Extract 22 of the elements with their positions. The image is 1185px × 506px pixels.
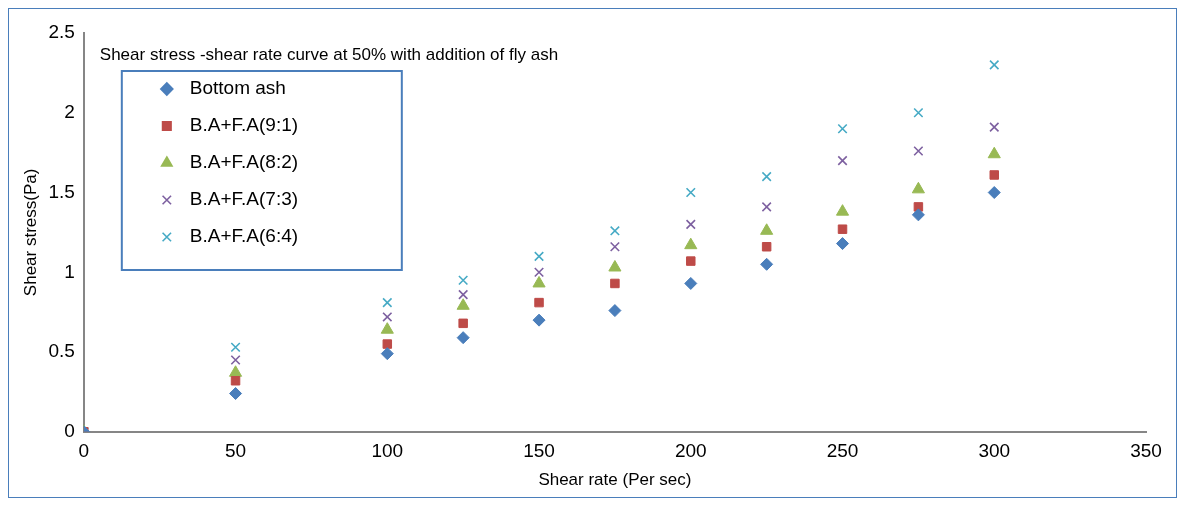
y-tick-label: 1.5 bbox=[48, 180, 75, 202]
y-tick-label: 1 bbox=[64, 260, 75, 282]
y-tick-label: 0.5 bbox=[48, 340, 75, 362]
legend-label: B.A+F.A(7:3) bbox=[189, 188, 299, 210]
legend-label: Bottom ash bbox=[189, 77, 286, 99]
x-axis-title: Shear rate (Per sec) bbox=[538, 470, 692, 490]
text: Shear stress -shear rate curve at 50% with addition of fly ash bbox=[99, 44, 559, 64]
legend-label: B.A+F.A(8:2) bbox=[189, 151, 299, 173]
x-tick-label: 300 bbox=[978, 440, 1011, 462]
x-tick-label: 150 bbox=[523, 440, 555, 462]
x-tick-label: 50 bbox=[224, 440, 247, 462]
x-tick-label: 0 bbox=[78, 440, 90, 462]
x-tick-label: 200 bbox=[674, 440, 707, 462]
legend-label: B.A+F.A(6:4) bbox=[189, 225, 299, 247]
legend-label: B.A+F.A(9:1) bbox=[189, 114, 299, 136]
y-axis-title: Shear stress(Pa) bbox=[20, 168, 40, 297]
y-tick-label: 2.5 bbox=[48, 21, 75, 43]
x-tick-label: 100 bbox=[371, 440, 404, 462]
y-tick-label: 2 bbox=[64, 100, 75, 122]
x-tick-label: 250 bbox=[826, 440, 859, 462]
y-tick-label: 0 bbox=[64, 420, 75, 442]
x-tick-label: 350 bbox=[1130, 440, 1162, 462]
